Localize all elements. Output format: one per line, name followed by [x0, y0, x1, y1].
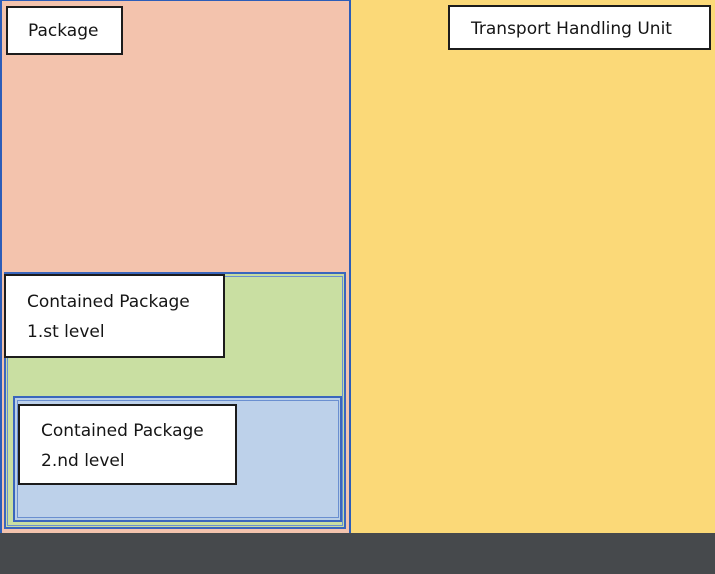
- package-label-text: Package: [28, 21, 99, 41]
- contained-package-level1-label-line1: Contained Package: [27, 292, 190, 312]
- transport-handling-unit-label-text: Transport Handling Unit: [471, 19, 672, 39]
- contained-package-level2-label-line2: 2.nd level: [41, 451, 125, 471]
- transport-handling-unit-label: Transport Handling Unit: [448, 5, 711, 50]
- bottom-edge-strip: [0, 533, 715, 574]
- contained-package-level2-label-line1: Contained Package: [41, 421, 204, 441]
- contained-package-level2-label: Contained Package 2.nd level: [18, 404, 237, 485]
- package-label: Package: [6, 6, 123, 55]
- contained-package-level1-label: Contained Package 1.st level: [4, 274, 225, 358]
- contained-package-level1-label-line2: 1.st level: [27, 322, 105, 342]
